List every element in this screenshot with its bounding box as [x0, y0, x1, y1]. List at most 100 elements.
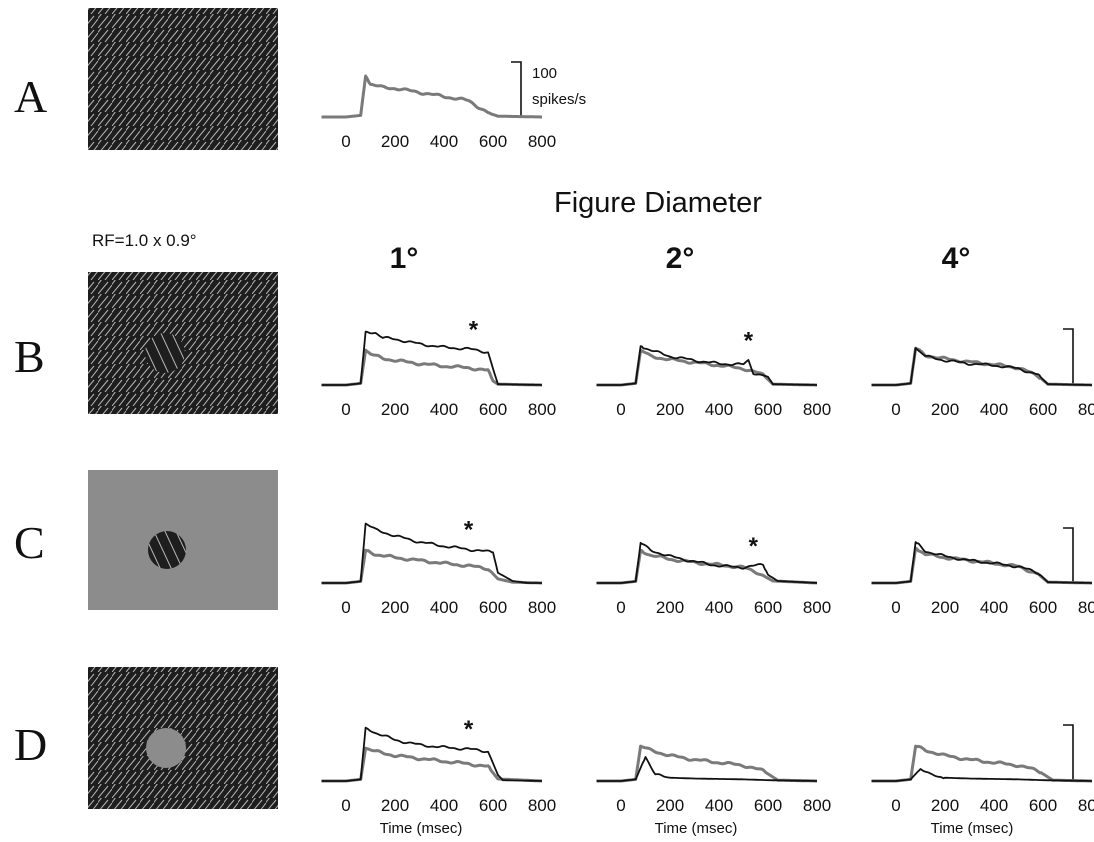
psth-panel-d-1: 0 200 400 600 800 * [321, 716, 556, 815]
background-response-line-c-2 [596, 548, 818, 585]
x-tick-label: 200 [656, 598, 684, 617]
figure-response-line-d-2 [596, 756, 817, 782]
x-tick-label: 200 [381, 598, 409, 617]
background-response-line-d-3 [871, 744, 1092, 783]
x-tick-label: 800 [1078, 796, 1094, 815]
x-tick-label: 400 [705, 796, 733, 815]
background-response-line-b-2 [596, 348, 817, 387]
x-tick-label: 200 [381, 400, 409, 419]
x-tick-label: 0 [341, 400, 350, 419]
stimulus-texture-b [88, 272, 278, 414]
x-tick-label: 0 [616, 598, 625, 617]
x-tick-label: 0 [891, 796, 900, 815]
x-tick-label: 800 [528, 400, 556, 419]
x-tick-label: 0 [616, 796, 625, 815]
x-tick-label: 200 [931, 598, 959, 617]
x-tick-label: 600 [1029, 796, 1057, 815]
x-tick-label: 600 [754, 598, 782, 617]
x-tick-label: 400 [705, 400, 733, 419]
x-tick-label: 600 [479, 598, 507, 617]
x-tick-label: 0 [341, 132, 350, 151]
stimulus-gray-disk-on-texture [88, 667, 278, 809]
stimulus-texture-a [88, 8, 278, 150]
background-response-line-b-1 [321, 348, 542, 387]
significance-asterisk: * [744, 327, 754, 354]
x-tick-label: 400 [705, 598, 733, 617]
x-tick-label: 0 [891, 598, 900, 617]
background-response-line-c-3 [871, 546, 1092, 585]
x-tick-label: 0 [341, 598, 350, 617]
row-label-b: B [14, 331, 45, 382]
psth-panel-d-3: 0 200 400 600 800 [871, 744, 1094, 815]
x-tick-label: 600 [1029, 400, 1057, 419]
psth-panel-c-1: 0 200 400 600 800 * [321, 516, 556, 617]
psth-panel-d-2: 0 200 400 600 800 [596, 744, 831, 815]
figure-response-line-c-3 [871, 541, 1092, 584]
figure-response-line-b-2 [596, 345, 817, 386]
row-label-d: D [14, 719, 47, 770]
x-tick-label: 0 [616, 400, 625, 419]
column-header-1deg: 1° [390, 242, 419, 275]
x-tick-label: 600 [754, 400, 782, 419]
x-tick-label: 800 [528, 598, 556, 617]
scale-bar-a [511, 61, 522, 118]
scale-bar-value: 100 [532, 65, 557, 82]
x-tick-label: 800 [1078, 598, 1094, 617]
x-tick-label: 400 [430, 132, 458, 151]
background-response-line-d-2 [596, 744, 817, 783]
x-axis-label-col2: Time (msec) [655, 820, 738, 837]
background-response-line-c-1 [321, 548, 542, 585]
x-tick-label: 400 [430, 400, 458, 419]
figure-response-line-d-3 [871, 768, 1092, 782]
figure-response-line-c-1 [321, 522, 542, 584]
column-header-4deg: 4° [942, 242, 971, 275]
significance-asterisk: * [464, 716, 474, 743]
psth-panel-b-1: 0 200 400 600 800 * [321, 317, 556, 419]
psth-panel-b-2: 0 200 400 600 800 * [596, 327, 831, 419]
x-tick-label: 400 [430, 598, 458, 617]
significance-asterisk: * [469, 317, 479, 344]
psth-panel-a: 0 200 400 600 800 [321, 74, 556, 151]
psth-panels: 0 200 400 600 800 0 200 400 600 800 * 0 200 400 600 800… [321, 74, 1094, 815]
x-tick-label: 200 [931, 400, 959, 419]
psth-panel-b-3: 0 200 400 600 800 [871, 346, 1094, 419]
row-label-c: C [14, 517, 45, 568]
significance-asterisk: * [749, 533, 759, 560]
x-tick-label: 800 [803, 400, 831, 419]
x-tick-label: 800 [803, 598, 831, 617]
stimulus-figure-on-gray [88, 470, 278, 610]
x-tick-label: 0 [891, 400, 900, 419]
scale-bar-b [1063, 328, 1074, 386]
x-tick-label: 200 [931, 796, 959, 815]
x-tick-label: 800 [528, 132, 556, 151]
x-tick-label: 200 [656, 796, 684, 815]
column-header-2deg: 2° [666, 242, 695, 275]
x-tick-label: 400 [980, 400, 1008, 419]
x-tick-label: 800 [803, 796, 831, 815]
x-tick-label: 200 [656, 400, 684, 419]
figure-response-line-b-3 [871, 347, 1092, 386]
x-tick-label: 400 [430, 796, 458, 815]
psth-panel-c-2: 0 200 400 600 800 * [596, 533, 831, 617]
rf-size-label: RF=1.0 x 0.9° [92, 231, 197, 250]
x-tick-label: 800 [528, 796, 556, 815]
background-response-line-a [321, 74, 542, 119]
x-tick-label: 600 [479, 400, 507, 419]
scale-bar-c [1063, 527, 1074, 584]
x-axis-label-col1: Time (msec) [380, 820, 463, 837]
figure-diameter-title: Figure Diameter [554, 187, 762, 219]
x-tick-label: 400 [980, 796, 1008, 815]
background-response-line-b-3 [871, 346, 1092, 387]
x-tick-label: 200 [381, 796, 409, 815]
x-tick-label: 400 [980, 598, 1008, 617]
x-tick-label: 800 [1078, 400, 1094, 419]
x-tick-label: 200 [381, 132, 409, 151]
background-response-line-d-1 [321, 746, 543, 783]
x-tick-label: 600 [754, 796, 782, 815]
significance-asterisk: * [464, 516, 474, 543]
x-tick-label: 600 [479, 132, 507, 151]
x-tick-label: 600 [1029, 598, 1057, 617]
scale-bar-unit: spikes/s [532, 91, 586, 108]
psth-panel-c-3: 0 200 400 600 800 [871, 541, 1094, 617]
